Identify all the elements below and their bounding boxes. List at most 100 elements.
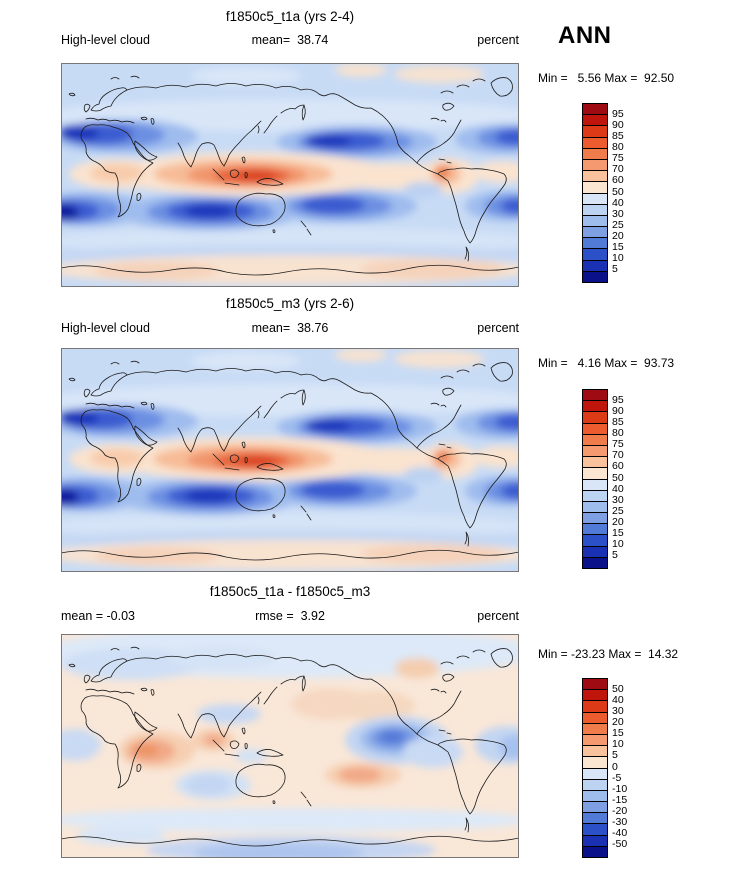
map-diff xyxy=(61,634,519,858)
colorbar-tick-label: 15 xyxy=(612,727,624,740)
colorbar-tick-label: 70 xyxy=(612,449,624,462)
colorbar-cell xyxy=(583,390,607,402)
colorbar-tick-label: 10 xyxy=(612,252,624,265)
colorbar-tick-label: 40 xyxy=(612,196,624,209)
colorbar-tick-label: 20 xyxy=(612,516,624,528)
colorbar-tick-label: 95 xyxy=(612,107,624,120)
colorbar-cell xyxy=(583,249,607,261)
colorbar-cell xyxy=(583,204,607,216)
panel3-mean-label: mean = -0.03 xyxy=(61,609,136,623)
colorbar-tick-label: 25 xyxy=(612,218,624,231)
colorbar-cell xyxy=(583,137,607,149)
colorbar-cell xyxy=(583,148,607,160)
colorbar-cell xyxy=(583,802,607,814)
panel2-colorbar-labels: 95 90 85 80 75 70 60 50 40 30 25 20 15 10 5 xyxy=(612,389,648,567)
colorbar-tick-label: 15 xyxy=(612,241,624,254)
colorbar-cell xyxy=(583,468,607,480)
colorbar-tick-label: 95 xyxy=(612,393,624,406)
panel2-units-label: percent xyxy=(477,321,519,335)
colorbar-cell xyxy=(583,434,607,446)
colorbar-cell xyxy=(583,734,607,747)
colorbar-cell xyxy=(583,238,607,250)
colorbar-tick-label: 5 xyxy=(612,549,618,562)
colorbar-cell xyxy=(583,115,607,127)
colorbar-tick-label: 30 xyxy=(612,704,624,717)
colorbar-tick-label: 15 xyxy=(612,527,624,540)
colorbar-tick-label: 85 xyxy=(612,129,624,142)
panel3-rmse-label: rmse = 3.92 xyxy=(255,609,325,623)
colorbar-cell xyxy=(583,104,607,116)
panel1-subtitle-row: High-level cloud mean= 38.74 percent xyxy=(61,33,519,47)
colorbar-tick-label: 5 xyxy=(612,749,618,762)
colorbar-cell xyxy=(583,479,607,491)
map-case2 xyxy=(61,348,519,572)
panel3-minmax-label: Min = -23.23 Max = 14.32 xyxy=(538,647,679,661)
colorbar-cell xyxy=(583,271,607,282)
panel1-variable-label: High-level cloud xyxy=(61,33,150,47)
colorbar-tick-label: 90 xyxy=(612,404,624,417)
panel1-title: f1850c5_t1a (yrs 2-4) xyxy=(225,9,355,24)
colorbar-tick-label: 80 xyxy=(612,141,624,153)
colorbar-cell xyxy=(583,182,607,194)
panel3-subtitle-row: mean = -0.03 rmse = 3.92 percent xyxy=(61,609,519,623)
panel2-variable-label: High-level cloud xyxy=(61,321,150,335)
colorbar-tick-label: 75 xyxy=(612,438,624,451)
colorbar-cell xyxy=(583,712,607,724)
colorbar-cell xyxy=(583,846,607,857)
panel1-colorbar xyxy=(582,103,608,283)
colorbar-tick-label: -30 xyxy=(612,816,628,829)
colorbar-tick-label: 75 xyxy=(612,152,624,165)
colorbar-cell xyxy=(583,690,607,702)
colorbar-cell xyxy=(583,824,607,836)
colorbar-cell xyxy=(583,813,607,825)
colorbar-tick-label: 30 xyxy=(612,493,624,506)
colorbar-cell xyxy=(583,457,607,469)
colorbar-tick-label: -50 xyxy=(612,838,628,851)
colorbar-tick-label: -20 xyxy=(612,805,628,817)
map-case1 xyxy=(61,63,519,287)
colorbar-cell xyxy=(583,171,607,183)
colorbar-tick-label: -15 xyxy=(612,793,628,806)
colorbar-tick-label: 85 xyxy=(612,415,624,428)
colorbar-tick-label: 5 xyxy=(612,263,618,276)
colorbar-tick-label: -10 xyxy=(612,782,628,795)
colorbar-cell xyxy=(583,546,607,558)
season-label: ANN xyxy=(558,22,612,49)
colorbar-tick-label: 40 xyxy=(612,482,624,495)
colorbar-cell xyxy=(583,159,607,172)
panel3-colorbar-labels: 50 40 30 20 15 10 5 0 -5 -10 -15 -20 -30 -40 -50 xyxy=(612,678,648,856)
colorbar-tick-label: 60 xyxy=(612,460,624,473)
colorbar-tick-label: 30 xyxy=(612,207,624,220)
colorbar-cell xyxy=(583,746,607,758)
colorbar-tick-label: 70 xyxy=(612,163,624,176)
colorbar-cell xyxy=(583,557,607,568)
colorbar-tick-label: 50 xyxy=(612,185,624,198)
colorbar-cell xyxy=(583,412,607,424)
colorbar-cell xyxy=(583,490,607,502)
colorbar-cell xyxy=(583,501,607,514)
colorbar-tick-label: -40 xyxy=(612,827,628,840)
colorbar-tick-label: 20 xyxy=(612,716,624,728)
colorbar-cell xyxy=(583,535,607,547)
panel1-units-label: percent xyxy=(477,33,519,47)
colorbar-cell xyxy=(583,260,607,272)
panel2-minmax-label: Min = 4.16 Max = 93.73 xyxy=(538,356,675,370)
panel2-title: f1850c5_m3 (yrs 2-6) xyxy=(225,296,355,311)
colorbar-cell xyxy=(583,701,607,713)
colorbar-tick-label: 10 xyxy=(612,738,624,751)
colorbar-cell xyxy=(583,679,607,691)
colorbar-cell xyxy=(583,779,607,791)
colorbar-cell xyxy=(583,513,607,525)
colorbar-cell xyxy=(583,723,607,735)
colorbar-cell xyxy=(583,768,607,780)
panel2-subtitle-row: High-level cloud mean= 38.76 percent xyxy=(61,321,519,335)
colorbar-tick-label: 90 xyxy=(612,118,624,131)
colorbar-cell xyxy=(583,227,607,239)
panel1-mean-label: mean= 38.74 xyxy=(251,33,329,47)
colorbar-cell xyxy=(583,215,607,228)
colorbar-cell xyxy=(583,423,607,435)
panel2-mean-label: mean= 38.76 xyxy=(251,321,329,335)
panel3-colorbar xyxy=(582,678,608,858)
colorbar-tick-label: 20 xyxy=(612,230,624,242)
